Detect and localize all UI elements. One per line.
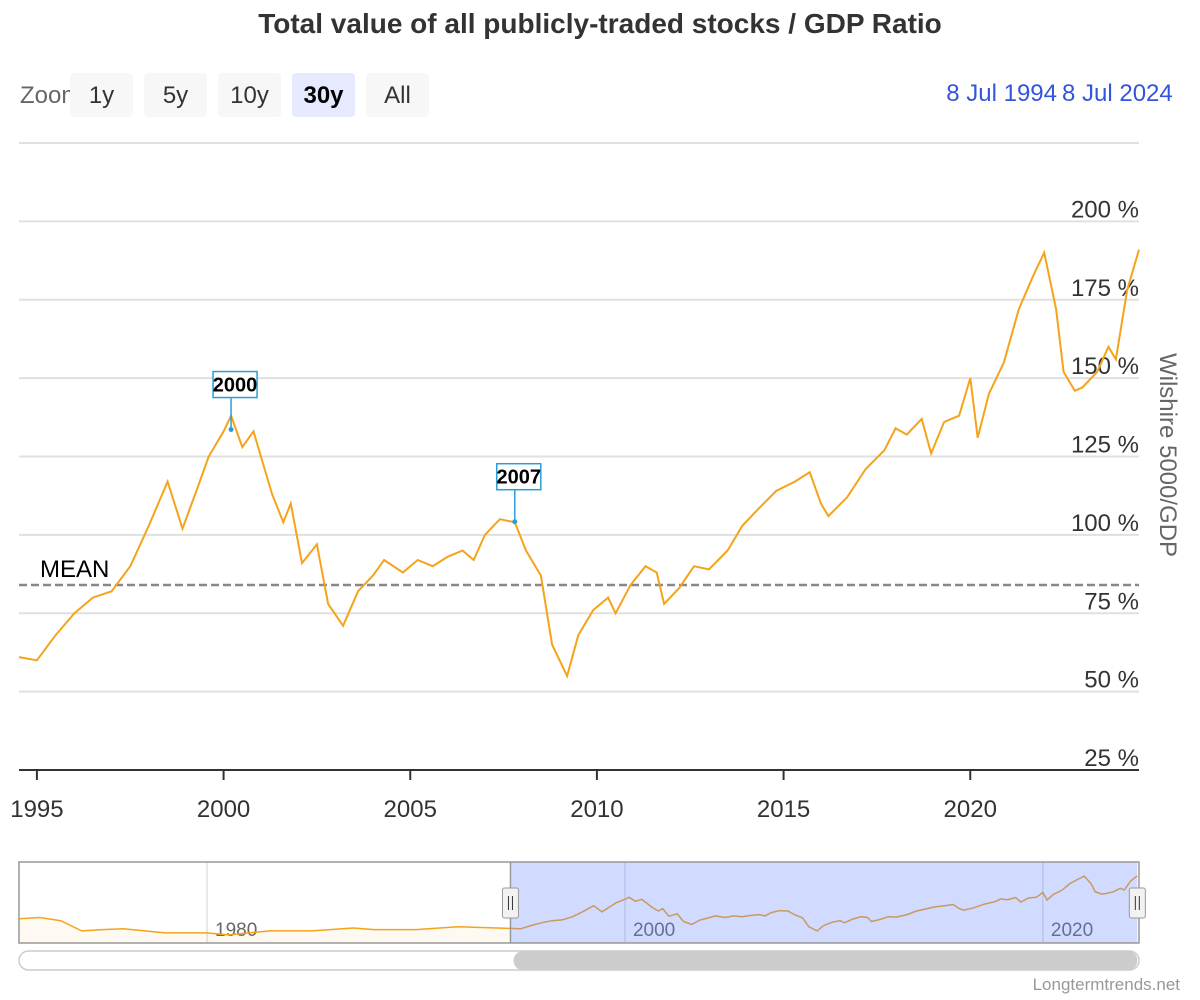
annotation-label: 2007 bbox=[497, 467, 542, 489]
zoom-button[interactable] bbox=[218, 73, 281, 117]
annotation-label: 2000 bbox=[213, 375, 258, 397]
range-to[interactable]: 8 Jul 2024 bbox=[1062, 80, 1173, 107]
annotation-box bbox=[212, 370, 258, 399]
y-tick-label: 50 % bbox=[1084, 667, 1139, 694]
navigator-line bbox=[510, 875, 1138, 932]
mean-label: MEAN bbox=[40, 556, 109, 583]
x-tick-label: 2000 bbox=[197, 796, 250, 823]
y-tick-label: 100 % bbox=[1071, 510, 1139, 537]
y-tick-label: 125 % bbox=[1071, 432, 1139, 459]
zoom-button[interactable] bbox=[366, 73, 429, 117]
zoom-button-label[interactable]: 30y bbox=[303, 82, 344, 109]
navigator-tick-label: 1980 bbox=[215, 920, 257, 941]
scrollbar-thumb[interactable] bbox=[513, 951, 1138, 970]
navigator: 1980 2000 2020 bbox=[18, 861, 1146, 971]
annotation-point bbox=[228, 427, 234, 433]
y-tick-label: 175 % bbox=[1071, 275, 1139, 302]
navigator-selection bbox=[510, 862, 1138, 943]
x-tick-label: 2015 bbox=[757, 796, 810, 823]
y-axis-title: Wilshire 5000/GDP bbox=[1154, 353, 1181, 557]
navigator-line bbox=[18, 916, 511, 936]
zoom-buttons: 1y 5y 10y 30y All bbox=[70, 73, 429, 117]
series-line bbox=[18, 249, 1140, 679]
zoom-button-label[interactable]: 1y bbox=[89, 82, 114, 109]
x-tick-label: 2010 bbox=[570, 796, 623, 823]
y-tick-label: 25 % bbox=[1084, 745, 1139, 772]
y-tick-label: 200 % bbox=[1071, 196, 1139, 223]
zoom-button[interactable] bbox=[144, 73, 207, 117]
navigator-tick-label: 2000 bbox=[633, 920, 675, 941]
plot: 25 % 50 % 75 % 100 % 125 % 150 % 175 % 200 % 199… bbox=[10, 196, 1140, 823]
navigator-handle[interactable] bbox=[1128, 887, 1146, 919]
zoom-button-label[interactable]: All bbox=[384, 82, 411, 109]
x-tick-label: 2005 bbox=[384, 796, 437, 823]
x-tick-label: 1995 bbox=[10, 796, 63, 823]
y-tick-label: 150 % bbox=[1071, 353, 1139, 380]
annotation-point bbox=[512, 519, 518, 525]
zoom-button-label[interactable]: 5y bbox=[163, 82, 188, 109]
navigator-handle[interactable] bbox=[501, 887, 519, 919]
chart-title: Total value of all publicly-traded stock… bbox=[258, 8, 942, 39]
navigator-tick-label: 2020 bbox=[1051, 920, 1093, 941]
credits[interactable]: Longtermtrends.net bbox=[1033, 975, 1181, 994]
navigator-area bbox=[19, 917, 511, 943]
y-tick-label: 75 % bbox=[1084, 588, 1139, 615]
x-tick-label: 2020 bbox=[944, 796, 997, 823]
range-from[interactable]: 8 Jul 1994 bbox=[946, 80, 1057, 107]
zoom-button[interactable] bbox=[292, 73, 355, 117]
zoom-button-label[interactable]: 10y bbox=[230, 82, 269, 109]
annotation-box bbox=[496, 462, 542, 491]
zoom-button[interactable] bbox=[70, 73, 133, 117]
